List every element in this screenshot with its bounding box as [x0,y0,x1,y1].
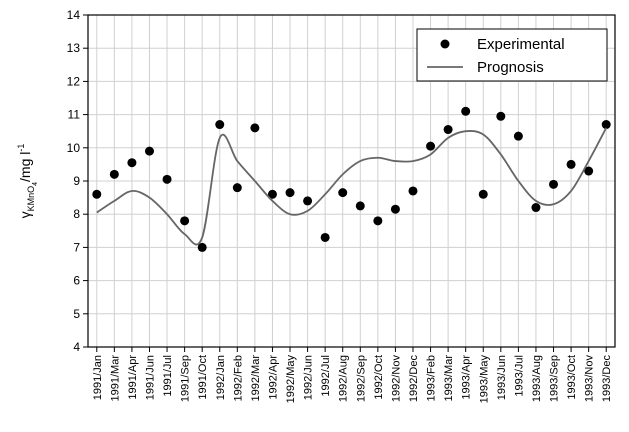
data-point [461,106,471,116]
data-point [144,146,154,156]
legend-marker [440,39,450,49]
x-tick-label: 1993/Jul [513,355,525,397]
x-tick-label: 1991/Mar [109,355,121,402]
y-label-superscript: -1 [16,144,26,152]
y-label-subscript: KMnO [26,186,36,212]
y-tick-label: 4 [73,340,80,354]
x-tick-label: 1993/Oct [566,355,578,400]
y-tick-label: 7 [73,240,80,254]
x-tick-label: 1993/Feb [426,355,438,401]
x-tick-label: 1993/Jun [496,355,508,400]
data-point [250,123,260,133]
data-point [390,204,400,214]
x-tick-label: 1992/Aug [338,355,350,402]
data-point [127,158,137,168]
data-point [408,186,418,196]
data-point [478,189,488,199]
y-tick-label: 9 [73,174,80,188]
data-point [584,166,594,176]
data-point [355,201,365,211]
x-tick-label: 1991/Apr [127,355,139,400]
y-label-unit: /mg l [17,152,33,182]
series-group [92,106,611,252]
legend-label: Prognosis [477,59,544,76]
x-tick-label: 1992/Jun [303,355,315,400]
y-axis-label: γKMnO4/mg l-1 [16,144,39,219]
data-point [443,125,453,135]
x-tick-label: 1992/Feb [232,355,244,401]
x-tick-label: 1992/Mar [250,355,262,402]
x-tick-label: 1993/Dec [601,355,613,403]
x-tick-label: 1993/Apr [461,355,473,400]
y-tick-label: 10 [67,141,81,155]
x-tick-label: 1993/May [478,355,490,404]
data-point [267,189,277,199]
y-tick-label: 5 [73,307,80,321]
prognosis-line [96,127,608,246]
x-tick-label: 1993/Sep [549,355,561,402]
data-point [320,232,330,242]
data-point [566,159,576,169]
x-tick-label: 1992/Jul [320,355,332,397]
y-tick-label: 14 [67,8,81,22]
data-point [92,189,102,199]
legend-label: Experimental [477,36,565,53]
plot-frame [87,14,616,348]
x-tick-label: 1991/Oct [197,355,209,400]
data-point [338,188,348,198]
x-tick-label: 1991/Jan [92,355,104,400]
x-tick-label: 1992/Apr [267,355,279,400]
y-label-sub-subscript: 4 [32,182,39,186]
series-group [96,127,608,246]
data-point [197,242,207,252]
y-tick-label: 6 [73,274,80,288]
y-tick-label: 13 [67,41,81,55]
x-tick-label: 1991/Jun [144,355,156,400]
data-point [303,196,313,206]
x-tick-label: 1992/Dec [408,355,420,403]
data-point [109,169,119,179]
data-point [373,216,383,226]
y-tick-label: 12 [67,74,81,88]
x-tick-label: 1993/Nov [584,355,596,403]
x-tick-label: 1991/Jul [162,355,174,397]
data-point [549,179,559,189]
x-tick-label: 1992/Jan [215,355,227,400]
y-tick-label: 8 [73,207,80,221]
x-tick-label: 1992/May [285,355,297,404]
data-point [513,131,523,141]
data-point [215,120,225,130]
data-point [285,188,295,198]
data-point [426,141,436,151]
x-tick-label: 1992/Sep [355,355,367,402]
x-tick-label: 1991/Sep [180,355,192,402]
data-point [496,111,506,121]
x-tick-label: 1993/Mar [443,355,455,402]
data-point [162,174,172,184]
data-point [232,183,242,193]
legend-box [416,28,608,82]
y-label-symbol: γ [17,211,33,218]
x-tick-label: 1992/Oct [373,355,385,400]
data-point [180,216,190,226]
y-tick-label: 11 [68,108,81,122]
x-tick-label: 1992/Nov [390,355,402,403]
data-point [531,203,541,213]
x-tick-label: 1993/Aug [531,355,543,402]
data-point [601,120,611,130]
